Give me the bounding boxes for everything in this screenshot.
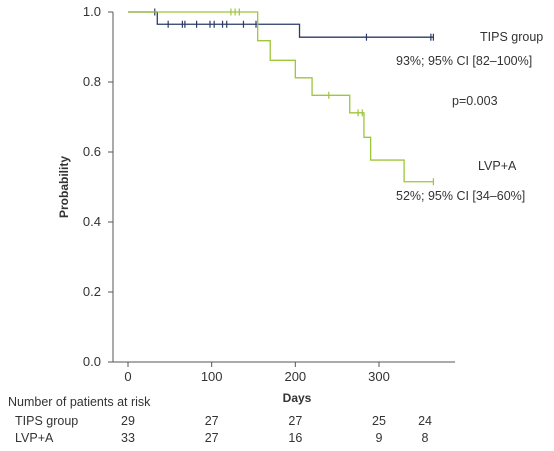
x-tick-label: 300 — [368, 369, 390, 384]
x-axis-title: Days — [283, 391, 312, 405]
risk-count-lvp-a: 27 — [204, 431, 219, 445]
y-tick-label: 0.4 — [83, 214, 101, 229]
p-value: p=0.003 — [452, 94, 498, 108]
x-tick-label: 200 — [284, 369, 306, 384]
risk-count-lvp-a: 8 — [421, 431, 429, 445]
x-axis: 0 100 200 300 — [113, 361, 455, 384]
risk-count-tips-group: 24 — [418, 414, 432, 428]
risk-count-tips-group: 29 — [121, 414, 135, 428]
risk-count-tips-group: 27 — [288, 414, 303, 428]
series-line-tips-group — [128, 11, 434, 38]
risk-table-title: Number of patients at risk — [8, 395, 151, 409]
series-layer — [128, 8, 434, 186]
y-axis: 0.0 0.2 0.4 0.6 0.8 1.0 — [83, 4, 114, 369]
y-tick-label: 0.2 — [83, 284, 101, 299]
risk-count-lvp-a: 16 — [288, 431, 303, 445]
risk-count-lvp-a: 9 — [375, 431, 383, 445]
risk-row-label-lvp: LVP+A — [15, 431, 54, 445]
y-tick-label: 1.0 — [83, 4, 101, 19]
tips-group-ci: 93%; 95% CI [82–100%] — [396, 54, 532, 68]
risk-count-tips-group: 25 — [372, 414, 386, 428]
risk-count-tips-group: 27 — [204, 414, 219, 428]
tips-group-label: TIPS group — [480, 30, 543, 44]
y-tick-label: 0.8 — [83, 74, 101, 89]
y-ticks: 0.0 0.2 0.4 0.6 0.8 1.0 — [83, 4, 113, 369]
y-axis-title: Probability — [57, 156, 71, 218]
lvp-label: LVP+A — [478, 159, 517, 173]
x-ticks: 0 100 200 300 — [124, 362, 390, 384]
x-tick-label: 0 — [124, 369, 131, 384]
y-tick-label: 0.6 — [83, 144, 101, 159]
lvp-ci: 52%; 95% CI [34–60%] — [396, 189, 525, 203]
x-tick-label: 100 — [201, 369, 223, 384]
y-tick-label: 0.0 — [83, 354, 101, 369]
series-line-lvp-a — [128, 11, 434, 183]
risk-row-label-tips: TIPS group — [15, 414, 79, 428]
risk-count-lvp-a: 33 — [121, 431, 135, 445]
